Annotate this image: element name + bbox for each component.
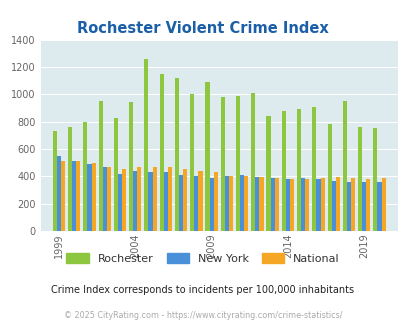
Bar (259, 177, 263, 231)
Bar (270, 178, 274, 231)
Bar (148, 172, 152, 231)
Bar (274, 178, 278, 231)
Text: Rochester Violent Crime Index: Rochester Violent Crime Index (77, 21, 328, 36)
Bar (152, 167, 156, 231)
Bar (301, 178, 305, 231)
Legend: Rochester, New York, National: Rochester, New York, National (62, 248, 343, 268)
Bar (381, 178, 385, 231)
Bar (373, 128, 377, 231)
Bar (183, 170, 187, 231)
Bar (224, 176, 228, 231)
Bar (175, 78, 179, 231)
Bar (285, 179, 289, 231)
Bar (296, 109, 301, 231)
Bar (179, 175, 183, 231)
Bar (107, 167, 111, 231)
Bar (361, 182, 365, 231)
Bar (350, 178, 354, 231)
Bar (117, 174, 122, 231)
Text: © 2025 CityRating.com - https://www.cityrating.com/crime-statistics/: © 2025 CityRating.com - https://www.city… (64, 311, 341, 320)
Bar (311, 107, 315, 231)
Bar (190, 94, 194, 231)
Bar (198, 171, 202, 231)
Bar (61, 161, 65, 231)
Bar (205, 82, 209, 231)
Bar (87, 164, 91, 231)
Bar (335, 177, 339, 231)
Bar (129, 103, 133, 231)
Bar (76, 161, 80, 231)
Bar (281, 111, 285, 231)
Bar (243, 176, 248, 231)
Bar (57, 156, 61, 231)
Bar (68, 127, 72, 231)
Bar (137, 167, 141, 231)
Bar (239, 175, 243, 231)
Bar (102, 167, 107, 231)
Bar (266, 116, 270, 231)
Bar (342, 101, 346, 231)
Bar (315, 179, 320, 231)
Bar (122, 169, 126, 231)
Bar (72, 161, 76, 231)
Bar (357, 127, 361, 231)
Bar (305, 179, 309, 231)
Bar (255, 177, 259, 231)
Bar (346, 182, 350, 231)
Bar (98, 101, 102, 231)
Bar (220, 97, 224, 231)
Bar (144, 59, 148, 231)
Bar (113, 117, 117, 231)
Bar (53, 131, 57, 231)
Bar (163, 172, 167, 231)
Bar (209, 178, 213, 231)
Bar (194, 176, 198, 231)
Bar (83, 122, 87, 231)
Bar (251, 93, 255, 231)
Bar (159, 74, 163, 231)
Bar (213, 172, 217, 231)
Bar (133, 171, 137, 231)
Bar (228, 176, 232, 231)
Bar (91, 163, 96, 231)
Bar (365, 179, 369, 231)
Bar (331, 181, 335, 231)
Bar (289, 179, 293, 231)
Text: Crime Index corresponds to incidents per 100,000 inhabitants: Crime Index corresponds to incidents per… (51, 285, 354, 295)
Bar (235, 96, 239, 231)
Bar (327, 124, 331, 231)
Bar (377, 182, 381, 231)
Bar (167, 167, 172, 231)
Bar (320, 178, 324, 231)
